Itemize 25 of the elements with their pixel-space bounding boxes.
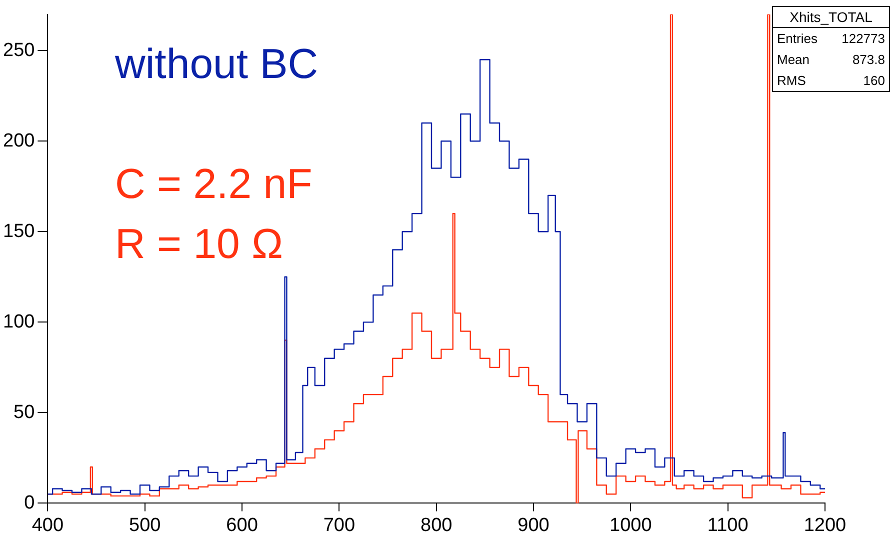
- x-tick-label: 400: [32, 514, 64, 536]
- y-tick-label: 250: [3, 40, 35, 61]
- annotation: without BC: [115, 40, 318, 88]
- x-tick-label: 500: [129, 514, 161, 536]
- text: 122773: [842, 30, 885, 48]
- annotation: Xhits_TOTAL: [773, 7, 889, 28]
- y-tick-label: 100: [3, 311, 35, 332]
- x-tick-label: 800: [420, 514, 452, 536]
- text: 160: [863, 72, 885, 90]
- x-tick-label: 1200: [804, 514, 846, 536]
- annotation: R = 10 Ω: [115, 220, 283, 268]
- x-tick-label: 600: [226, 514, 258, 536]
- annotation: Entries: [777, 30, 818, 48]
- x-tick-label: 1100: [707, 514, 748, 536]
- annotation: C = 2.2 nF: [115, 160, 312, 208]
- y-tick-label: 150: [3, 220, 35, 242]
- x-tick-label: 1000: [610, 514, 652, 536]
- x-tick-label: 700: [323, 514, 356, 536]
- y-tick-label: 200: [3, 130, 35, 152]
- y-tick-label: 0: [24, 492, 35, 514]
- x-tick-label: 900: [518, 514, 550, 536]
- y-tick-label: 50: [14, 402, 35, 423]
- annotation: RMS: [777, 72, 806, 90]
- text: 873.8: [852, 51, 885, 69]
- annotation: Mean: [777, 51, 810, 69]
